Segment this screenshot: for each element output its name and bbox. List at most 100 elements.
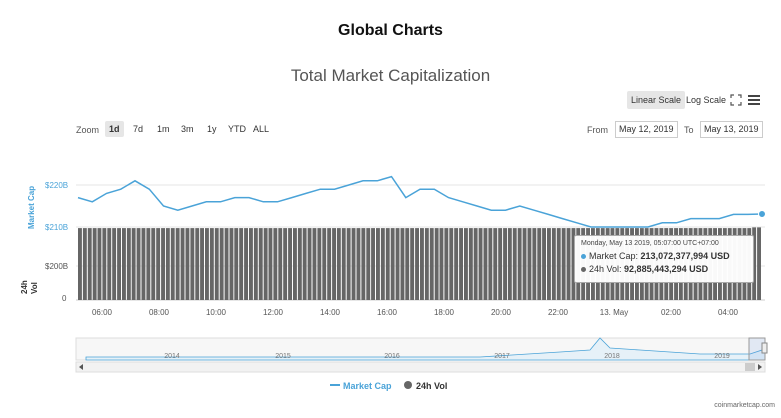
volume-bar [752, 227, 757, 300]
volume-bar [293, 228, 297, 300]
volume-bar [126, 228, 131, 300]
volume-bar [390, 228, 395, 300]
volume-bar [234, 228, 239, 300]
tooltip-mc-row: Market Cap: 213,072,377,994 USD [581, 251, 730, 261]
volume-bar [229, 228, 234, 300]
market-cap-series-line [77, 175, 763, 228]
tooltip-vol-label: 24h Vol: [589, 264, 622, 274]
x-tick-label: 18:00 [434, 308, 455, 317]
volume-bar [400, 228, 405, 300]
credit-link[interactable]: coinmarketcap.com [714, 402, 775, 409]
zoom-1d-button[interactable]: 1d [105, 121, 124, 137]
volume-bar [78, 228, 82, 300]
mc-axis-title: Market Cap [27, 186, 36, 229]
volume-bar [146, 228, 151, 300]
tooltip-vol-value: 92,885,443,294 USD [624, 264, 709, 274]
volume-bar [478, 228, 483, 300]
volume-bar [522, 228, 527, 300]
volume-bar [322, 228, 327, 300]
navigator-ticks: 2014 2015 2016 2017 2018 2019 [164, 353, 730, 360]
volume-bar [380, 228, 385, 300]
volume-bar [532, 228, 537, 300]
x-tick-label: 14:00 [320, 308, 341, 317]
volume-bar [351, 228, 356, 300]
zoom-all-button[interactable]: ALL [253, 124, 270, 134]
tooltip-mc-label: Market Cap: [589, 251, 639, 261]
volume-bar [551, 228, 556, 300]
volume-bar [376, 228, 380, 300]
tooltip-timestamp: Monday, May 13 2019, 05:07:00 UTC+07:00 [581, 240, 719, 247]
volume-bar [424, 228, 429, 300]
volume-bar [449, 228, 454, 300]
zoom-ytd-button[interactable]: YTD [228, 124, 246, 134]
volume-bar [131, 228, 136, 300]
linear-scale-button[interactable]: Linear Scale [627, 91, 686, 109]
volume-bar [307, 228, 312, 300]
zoom-1m-button[interactable]: 1m [157, 124, 170, 134]
navigator-tick-label: 2018 [604, 353, 620, 360]
navigator-handle[interactable] [761, 342, 768, 354]
from-date-input[interactable]: May 12, 2019 [615, 121, 678, 138]
navigator-tick-label: 2015 [275, 353, 291, 360]
volume-bar [122, 228, 126, 300]
chart-title: Total Market Capitalization [290, 66, 491, 85]
volume-bar [244, 228, 248, 300]
volume-bar [312, 228, 317, 300]
volume-bar [556, 228, 561, 300]
volume-bar [200, 228, 204, 300]
volume-bar [253, 228, 258, 300]
x-axis-ticks: 06:00 08:00 10:00 12:00 14:00 16:00 18:00 20:00… [92, 308, 739, 317]
volume-bar [488, 228, 493, 300]
volume-bar [180, 228, 185, 300]
volume-bar [283, 228, 288, 300]
volume-bar [278, 228, 283, 300]
x-tick-label: 06:00 [92, 308, 113, 317]
volume-bar [444, 228, 449, 300]
volume-bar [214, 228, 219, 300]
scrollbar-thumb[interactable] [745, 363, 755, 371]
x-tick-label: 04:00 [718, 308, 739, 317]
legend-24h-vol[interactable]: 24h Vol [416, 381, 448, 391]
zoom-7d-button[interactable]: 7d [133, 124, 144, 134]
volume-bar [92, 228, 97, 300]
zoom-label: Zoom [76, 125, 100, 135]
volume-bar [151, 228, 156, 300]
volume-bar [371, 228, 375, 300]
tooltip-mc-value: 213,072,377,994 USD [640, 251, 730, 261]
volume-bar [346, 228, 351, 300]
volume-bar [483, 228, 488, 300]
x-tick-label: 10:00 [206, 308, 227, 317]
x-tick-label: 22:00 [548, 308, 569, 317]
volume-bar [473, 228, 478, 300]
scroll-left-arrow-icon[interactable] [79, 364, 83, 370]
volume-bar [429, 228, 434, 300]
scrollbar-track[interactable] [75, 361, 766, 373]
volume-bar [302, 228, 307, 300]
navigator-tick-label: 2017 [494, 353, 510, 360]
mc-tick-220: $220B [45, 181, 68, 190]
zoom-1y-button[interactable]: 1y [207, 124, 217, 134]
scroll-right-arrow-icon[interactable] [758, 364, 762, 370]
legend-dot-icon [404, 381, 412, 389]
volume-bar [439, 228, 444, 300]
volume-bar [185, 228, 190, 300]
volume-bar [507, 228, 512, 300]
volume-bar [527, 228, 532, 300]
volume-bar [566, 228, 571, 300]
zoom-3m-button[interactable]: 3m [181, 124, 194, 134]
vol-tick-0: 0 [62, 294, 67, 303]
legend-market-cap[interactable]: Market Cap [343, 381, 392, 391]
hamburger-menu-icon[interactable] [747, 93, 761, 105]
fullscreen-icon[interactable] [730, 93, 742, 106]
x-tick-label: 20:00 [491, 308, 512, 317]
x-tick-label: 08:00 [149, 308, 170, 317]
volume-bar [175, 228, 180, 300]
volume-bar [87, 228, 92, 300]
mc-tick-210: $210B [45, 223, 68, 232]
volume-bar [165, 228, 170, 300]
volume-bar [317, 228, 322, 300]
log-scale-button[interactable]: Log Scale [686, 95, 727, 105]
to-date-input[interactable]: May 13, 2019 [700, 121, 763, 138]
volume-bar [459, 228, 463, 300]
